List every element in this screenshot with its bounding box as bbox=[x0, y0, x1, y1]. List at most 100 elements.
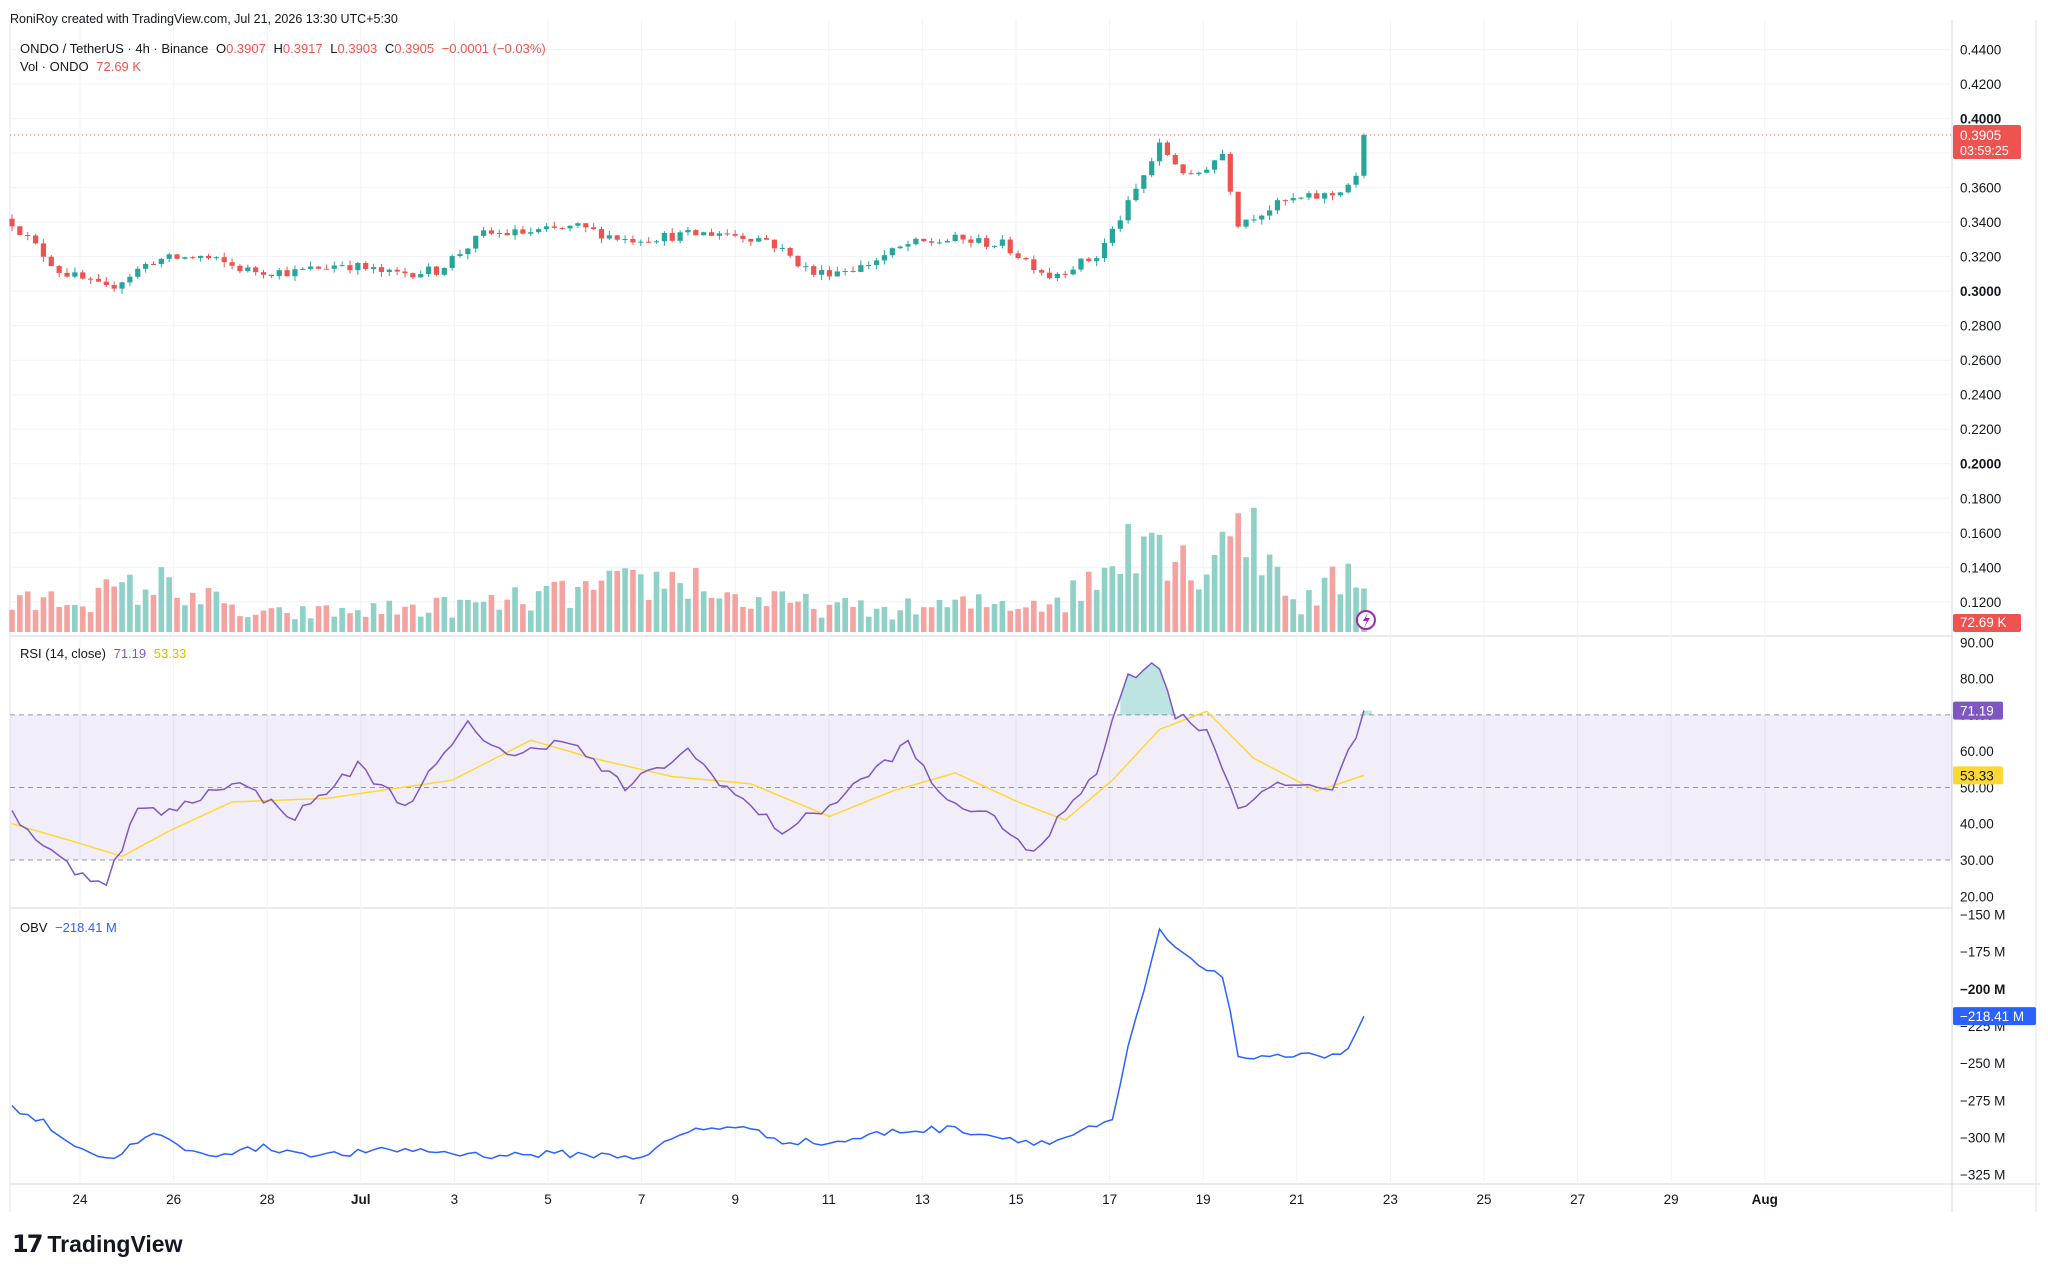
candle-up bbox=[465, 248, 471, 255]
candle-down bbox=[630, 238, 636, 243]
volume-bar bbox=[87, 612, 94, 632]
candle-up bbox=[889, 248, 895, 256]
candle-up bbox=[1337, 192, 1343, 196]
candle-down bbox=[551, 226, 557, 228]
candle-down bbox=[32, 235, 39, 244]
volume-bar bbox=[700, 591, 707, 632]
obv-line bbox=[11, 927, 1365, 1160]
symbol-label[interactable]: ONDO / TetherUS · 4h · Binance bbox=[20, 41, 209, 56]
volume-bar bbox=[653, 571, 660, 632]
rsi-legend[interactable]: RSI (14, close) 71.19 53.33 bbox=[20, 646, 190, 661]
volume-bar bbox=[119, 582, 125, 632]
obv-legend[interactable]: OBV −218.41 M bbox=[20, 920, 121, 935]
candles bbox=[9, 133, 1367, 294]
volume-bar bbox=[850, 606, 856, 632]
rsi-overbought-fill bbox=[1120, 662, 1372, 715]
candle-up bbox=[276, 270, 282, 277]
volume-bar bbox=[527, 610, 534, 632]
price-tick-label: 0.2600 bbox=[1960, 353, 2001, 368]
candle-up bbox=[913, 238, 919, 245]
candle-up bbox=[512, 229, 518, 236]
candle-up bbox=[842, 270, 848, 272]
volume-bar bbox=[598, 580, 605, 632]
close-label: C bbox=[384, 41, 395, 56]
candle-down bbox=[410, 273, 416, 278]
candle-up bbox=[1322, 193, 1328, 199]
volume-bar bbox=[968, 608, 974, 632]
volume-bar bbox=[716, 598, 723, 632]
candle-down bbox=[763, 238, 770, 240]
rsi-ma-value: 53.33 bbox=[153, 646, 187, 661]
candle-up bbox=[292, 269, 298, 277]
candle-up bbox=[1290, 198, 1296, 201]
time-tick-label: Aug bbox=[1752, 1192, 1778, 1207]
candle-up bbox=[936, 242, 943, 244]
candle-up bbox=[1133, 188, 1139, 201]
candle-down bbox=[771, 239, 778, 249]
volume-bar bbox=[755, 597, 762, 632]
obv-tick-label: −250 M bbox=[1960, 1056, 2005, 1071]
volume-bar bbox=[1054, 597, 1061, 632]
candle-up bbox=[1196, 172, 1202, 175]
rsi-ma-value-badge bbox=[1953, 766, 2003, 785]
candle-down bbox=[433, 266, 440, 275]
volume-bar bbox=[582, 581, 589, 632]
volume-bar bbox=[331, 616, 338, 632]
volume-bar bbox=[991, 603, 998, 632]
time-tick-label: 5 bbox=[544, 1192, 552, 1207]
time-tick-label: 17 bbox=[1102, 1192, 1117, 1207]
candle-down bbox=[150, 263, 157, 265]
candle-down bbox=[347, 265, 353, 271]
volume-bar bbox=[488, 594, 495, 632]
candle-up bbox=[331, 265, 337, 269]
main-legend[interactable]: ONDO / TetherUS · 4h · Binance O0.3907 H… bbox=[20, 41, 550, 56]
volume-bar bbox=[292, 619, 298, 632]
candle-down bbox=[80, 272, 86, 279]
candle-up bbox=[198, 255, 204, 258]
price-tick-label: 0.2400 bbox=[1960, 388, 2001, 403]
candle-up bbox=[1267, 210, 1273, 216]
volume-bar bbox=[150, 594, 157, 632]
volume-bar bbox=[315, 606, 322, 632]
volume-legend[interactable]: Vol · ONDO 72.69 K bbox=[20, 59, 145, 74]
volume-bar bbox=[449, 617, 455, 632]
volume-bar bbox=[724, 592, 731, 632]
volume-bar bbox=[417, 616, 424, 632]
volume-bar bbox=[1251, 507, 1257, 632]
candle-down bbox=[1031, 259, 1037, 271]
close-value: 0.3905 bbox=[394, 41, 435, 56]
volume-bar bbox=[465, 599, 471, 632]
candle-up bbox=[834, 271, 840, 277]
volume-bar bbox=[504, 599, 510, 632]
candle-up bbox=[543, 226, 550, 230]
candle-up bbox=[991, 245, 998, 247]
candle-up bbox=[300, 268, 306, 270]
volume-bar bbox=[496, 609, 503, 632]
tradingview-logo[interactable]: 17 TradingView bbox=[12, 1230, 182, 1258]
obv-tick-label: −200 M bbox=[1960, 982, 2005, 997]
candle-up bbox=[143, 263, 149, 269]
volume-bar bbox=[370, 603, 377, 632]
candle-down bbox=[1282, 200, 1288, 202]
candle-up bbox=[905, 244, 911, 247]
volume-bar bbox=[245, 617, 251, 632]
candle-up bbox=[245, 267, 251, 272]
candle-down bbox=[488, 230, 495, 234]
volume-bar bbox=[1031, 600, 1037, 632]
volume-bar bbox=[779, 591, 786, 632]
volume-bar bbox=[174, 597, 180, 632]
price-tick-label: 0.2000 bbox=[1960, 457, 2001, 472]
volume-bar bbox=[661, 588, 668, 632]
candle-up bbox=[158, 258, 164, 264]
rsi-tick-label: 30.00 bbox=[1960, 853, 1994, 868]
candle-down bbox=[1086, 258, 1092, 262]
volume-bar bbox=[1038, 611, 1045, 632]
obv-tick-label: −275 M bbox=[1960, 1093, 2005, 1108]
rsi-ma-value-label: 53.33 bbox=[1960, 768, 1994, 783]
candle-down bbox=[583, 223, 589, 228]
candle-up bbox=[481, 230, 487, 236]
volume-bar bbox=[56, 606, 62, 632]
volume-bar bbox=[1353, 587, 1359, 632]
candle-down bbox=[826, 270, 833, 277]
